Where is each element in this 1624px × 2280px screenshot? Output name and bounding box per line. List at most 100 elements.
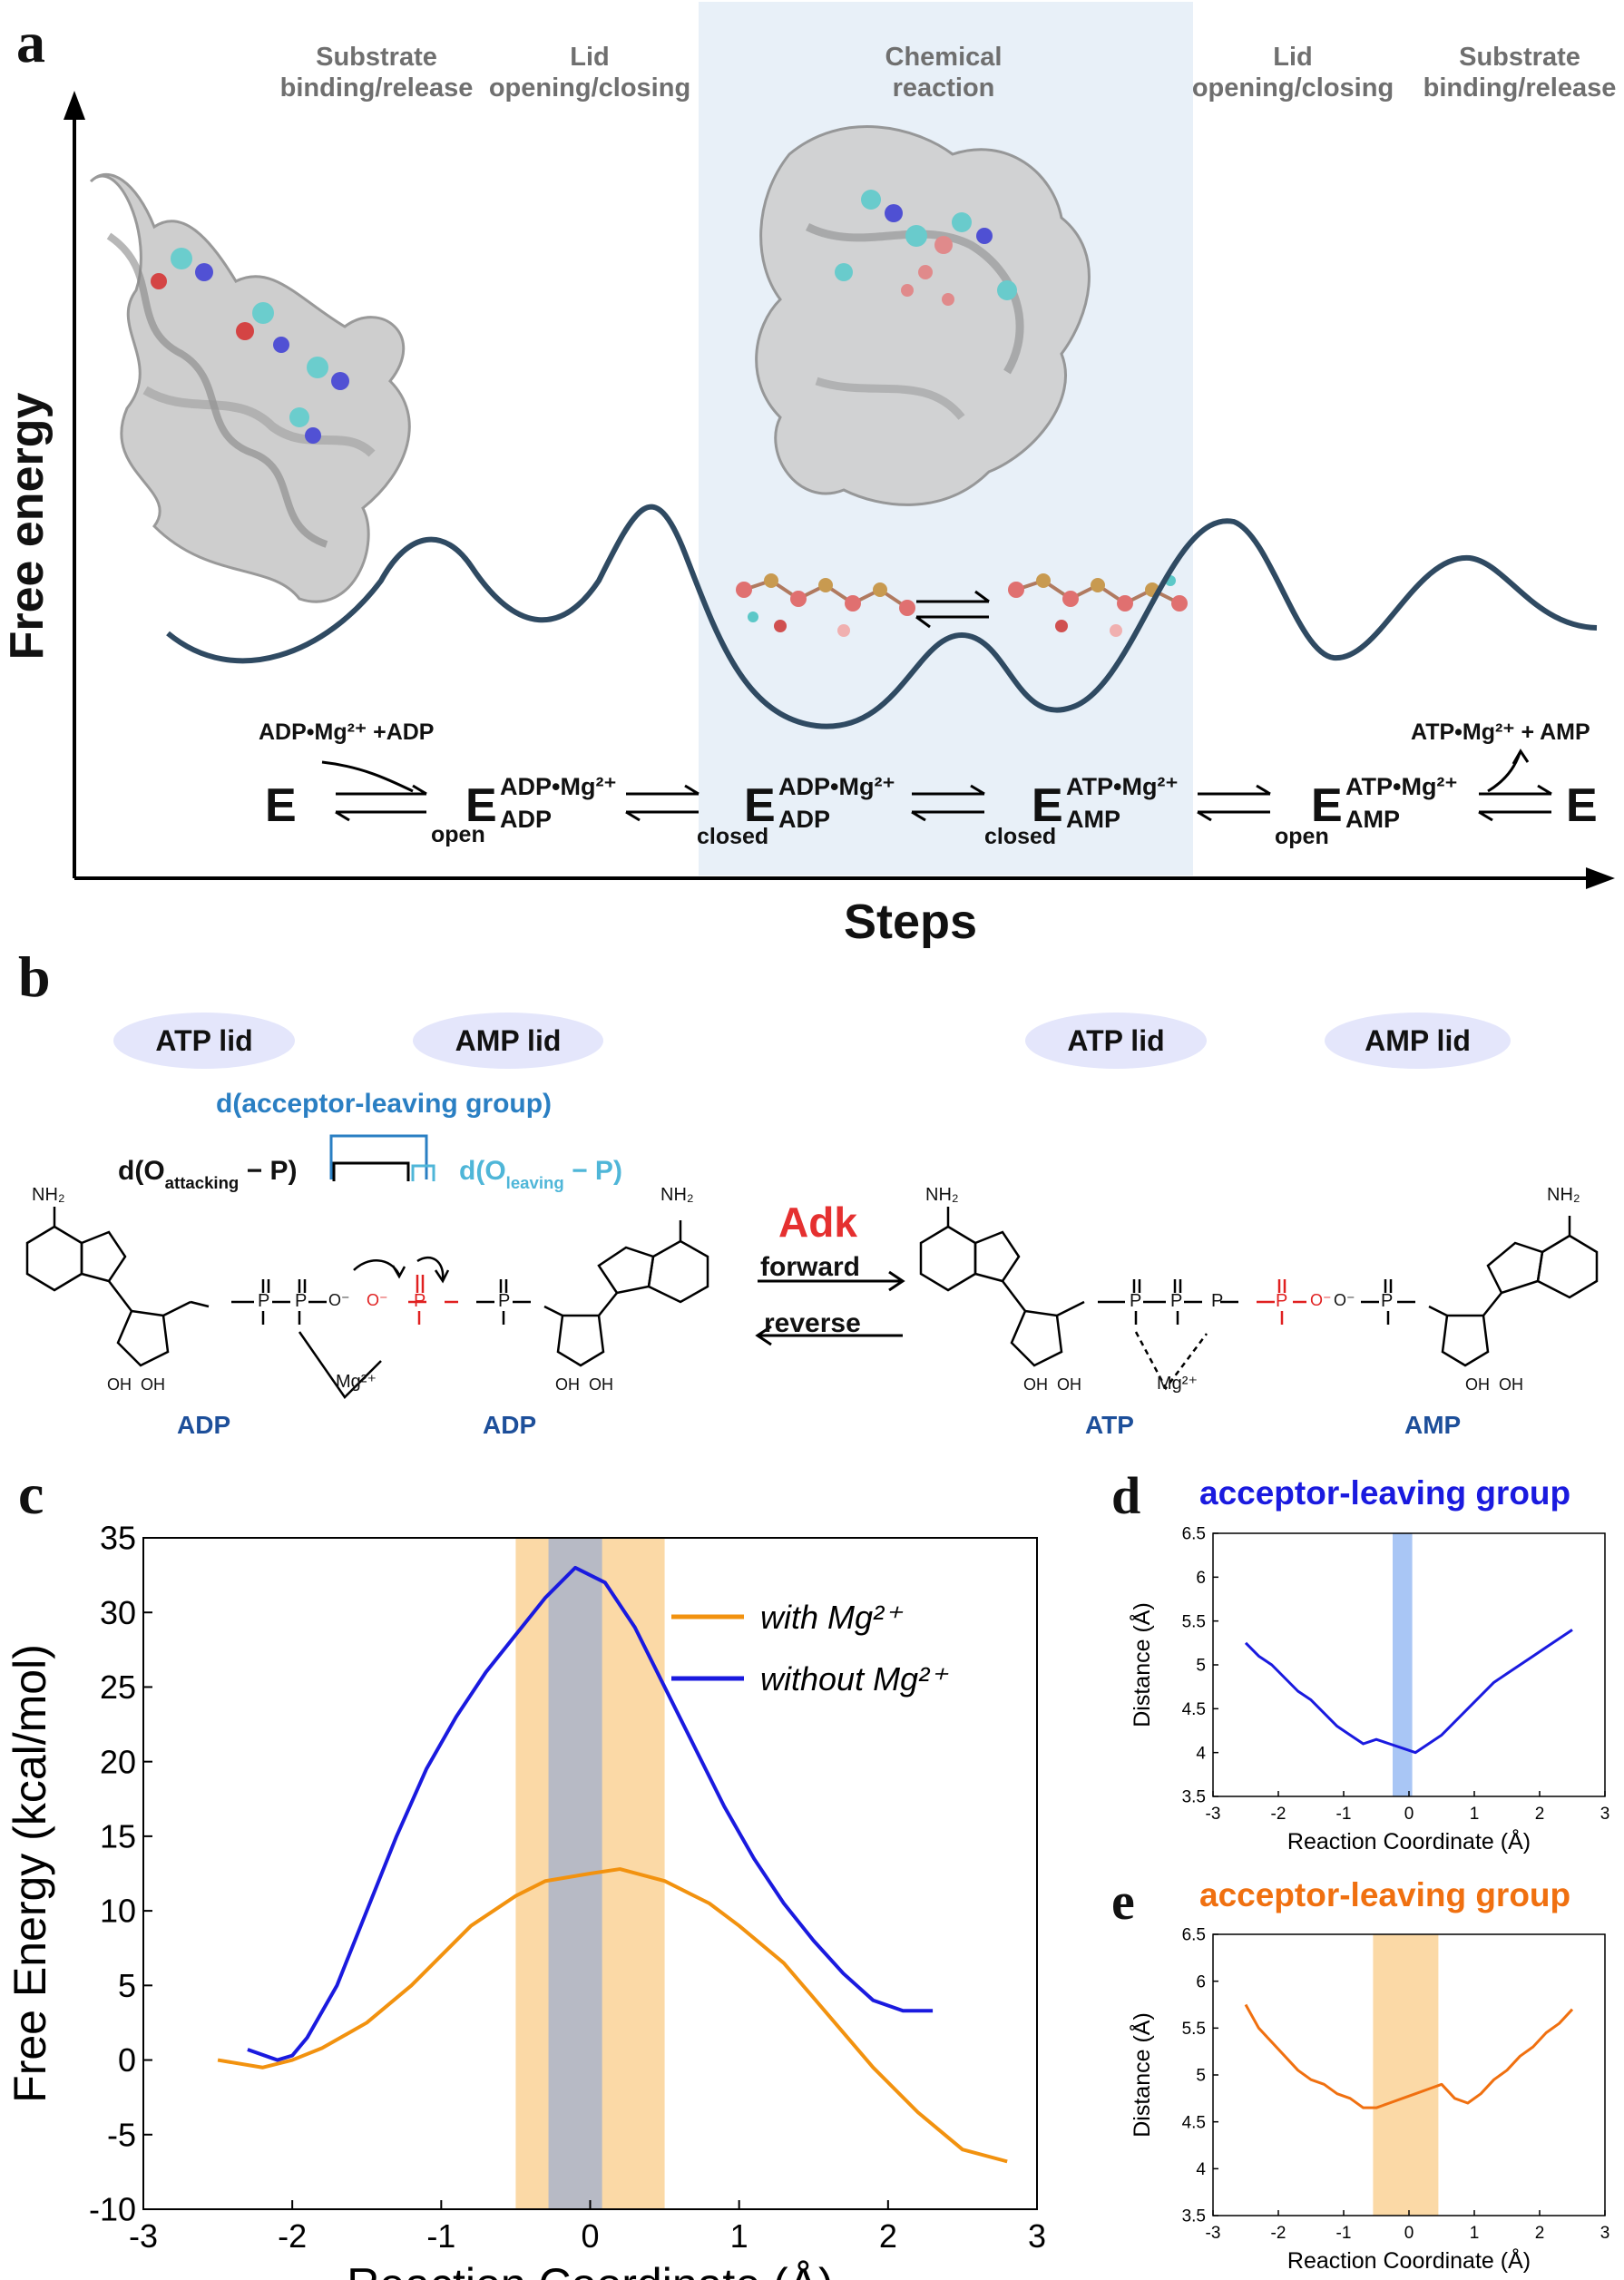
state-3-top: ATP•Mg²⁺ bbox=[1066, 773, 1179, 800]
x-tick-label-3: 0 bbox=[581, 2217, 599, 2255]
lid-pill-1: ATP lid bbox=[113, 1013, 295, 1069]
step-label-1-line2: binding/release bbox=[279, 73, 474, 103]
scheme-state-4: open E ATP•Mg²⁺ AMP bbox=[1275, 773, 1483, 855]
y-tick-label-0: 3.5 bbox=[1182, 2207, 1206, 2226]
d-attacking-pre: d(O bbox=[118, 1156, 165, 1186]
x-tick-label-0: -3 bbox=[129, 2217, 158, 2255]
state-4-top: ATP•Mg²⁺ bbox=[1345, 773, 1458, 800]
x-tick-label-4: 1 bbox=[1470, 2224, 1480, 2243]
o-minus-gamma: O⁻ bbox=[1310, 1291, 1332, 1309]
state-1-top: ADP•Mg²⁺ bbox=[500, 773, 617, 800]
panel-a-letter: a bbox=[16, 10, 45, 74]
oh-adp2-b: OH bbox=[589, 1375, 614, 1394]
state-4-sub: open bbox=[1275, 824, 1329, 849]
y-tick-label-6: 6.5 bbox=[1182, 1926, 1206, 1945]
x-axis-label: Reaction Coordinate (Å) bbox=[1287, 2246, 1531, 2274]
step-label-1-line1: Substrate bbox=[316, 43, 437, 72]
scheme-state-3: closed E ATP•Mg²⁺ AMP bbox=[984, 773, 1202, 855]
state-3-sub: closed bbox=[984, 824, 1057, 849]
y-tick-label-6: 6.5 bbox=[1182, 1525, 1206, 1544]
reactant-molecule-cluster bbox=[736, 573, 915, 637]
x-tick-label-3: 0 bbox=[1404, 2224, 1414, 2243]
panel-c-letter: c bbox=[18, 1462, 44, 1526]
panel-e-title: acceptor-leaving group bbox=[1199, 1876, 1571, 1913]
state-1-E: E bbox=[465, 779, 497, 832]
state-2-sub: closed bbox=[697, 824, 769, 849]
mg-left: Mg²⁺ bbox=[336, 1372, 377, 1392]
step-label-5-line1: Substrate bbox=[1459, 43, 1580, 72]
y-tick-label-3: 5 bbox=[1196, 2067, 1206, 2086]
state-3-E: E bbox=[1032, 779, 1063, 832]
lid-pill-2: AMP lid bbox=[413, 1013, 603, 1069]
adenine-right-ribose bbox=[543, 1220, 709, 1367]
phosphorus-6: P bbox=[1211, 1291, 1224, 1311]
state-2-E: E bbox=[744, 779, 776, 832]
phosphates-left bbox=[231, 1279, 382, 1399]
phosphorus-amp: P bbox=[1381, 1291, 1394, 1311]
phosphorus-5: P bbox=[1170, 1291, 1183, 1311]
x-axis-label: Reaction Coordinate (Å) bbox=[1287, 1827, 1531, 1854]
oh-amp-a: OH bbox=[1465, 1375, 1490, 1394]
transfer-arrows bbox=[353, 1256, 450, 1284]
y-tick-label-4: 5.5 bbox=[1182, 2020, 1206, 2039]
y-tick-label-6: 20 bbox=[100, 1743, 136, 1780]
x-tick-label-6: 3 bbox=[1028, 2217, 1046, 2255]
o-minus-1: O⁻ bbox=[328, 1291, 350, 1309]
scheme-state-1: open E ADP•Mg²⁺ ADP bbox=[431, 773, 631, 855]
shaded-region-0 bbox=[1373, 1934, 1439, 2216]
panel-b-chemistry bbox=[25, 1134, 1599, 1399]
y-tick-label-2: 0 bbox=[118, 2041, 136, 2079]
d-leaving-pre: d(O bbox=[459, 1156, 506, 1186]
y-tick-label-1: 4 bbox=[1196, 2160, 1206, 2179]
phosphorus-1: P bbox=[258, 1291, 270, 1311]
chemistry-equilibrium-arrows bbox=[915, 590, 990, 629]
adenine-left bbox=[25, 1207, 210, 1367]
step-label-2-line1: Lid bbox=[570, 43, 610, 72]
scheme-substrate-in: ADP•Mg²⁺ +ADP bbox=[259, 719, 435, 745]
x-tick-label-5: 2 bbox=[1535, 1805, 1545, 1824]
x-tick-label-2: -1 bbox=[1336, 1805, 1352, 1824]
step-label-2-line2: opening/closing bbox=[488, 73, 691, 103]
x-tick-label-4: 1 bbox=[730, 2217, 748, 2255]
oh-atp-b: OH bbox=[1057, 1375, 1082, 1394]
y-tick-label-4: 5.5 bbox=[1182, 1612, 1206, 1631]
y-axis-label: Distance (Å) bbox=[1128, 2012, 1155, 2138]
forward-label: forward bbox=[760, 1252, 861, 1282]
oh-atp: OH OH bbox=[1023, 1375, 1081, 1394]
d-leaving-post: − P) bbox=[572, 1156, 622, 1186]
series-line-0 bbox=[1244, 2003, 1574, 2109]
x-tick-label-1: -2 bbox=[1271, 2224, 1286, 2243]
mol-label-atp: ATP bbox=[1085, 1411, 1134, 1439]
distance-chart-with-mg: -3 -2 -1 0 1 2 3 3.5 4 4.5 5 5.5 6 6.5 Reaction Coordi… bbox=[1128, 1926, 1609, 2274]
adk-arrows bbox=[755, 1270, 905, 1346]
scheme-E-left: E bbox=[265, 779, 297, 832]
legend-label-0: with Mg²⁺ bbox=[760, 1599, 904, 1636]
panel-d-letter: d bbox=[1111, 1466, 1141, 1525]
y-tick-label-8: 30 bbox=[100, 1594, 136, 1631]
series-line-1 bbox=[247, 1565, 934, 2062]
x-tick-label-1: -2 bbox=[278, 2217, 307, 2255]
legend-label-1: without Mg²⁺ bbox=[760, 1660, 949, 1698]
oh-adp2-a: OH bbox=[555, 1375, 580, 1394]
panel-a-graphics bbox=[64, 91, 1615, 889]
step-label-4: Lid opening/closing bbox=[1189, 42, 1397, 103]
series-line-0 bbox=[1244, 1629, 1573, 1755]
phosphorus-reactive: P bbox=[414, 1291, 426, 1311]
oh-adp2: OH OH bbox=[555, 1375, 613, 1394]
phosphorus-4: P bbox=[1130, 1291, 1142, 1311]
step-label-5-line2: binding/release bbox=[1423, 73, 1617, 103]
d-attacking-post: − P) bbox=[246, 1156, 298, 1186]
oh-adp1-a: OH bbox=[107, 1375, 132, 1394]
mg-right: Mg²⁺ bbox=[1157, 1374, 1198, 1394]
x-tick-label-2: -1 bbox=[1336, 2224, 1352, 2243]
phosphorus-gamma: P bbox=[1276, 1291, 1288, 1311]
mol-label-adp-2: ADP bbox=[483, 1411, 537, 1439]
oh-atp-a: OH bbox=[1023, 1375, 1048, 1394]
oh-amp: OH OH bbox=[1465, 1375, 1523, 1394]
step-label-5: Substrate binding/release bbox=[1415, 42, 1624, 103]
state-1-bottom: ADP bbox=[500, 806, 553, 833]
x-axis-label: Reaction Coordinate (Å) bbox=[347, 2259, 833, 2280]
d-acceptor-label: d(acceptor-leaving group) bbox=[216, 1089, 553, 1119]
nh2-atp: NH₂ bbox=[925, 1185, 959, 1205]
